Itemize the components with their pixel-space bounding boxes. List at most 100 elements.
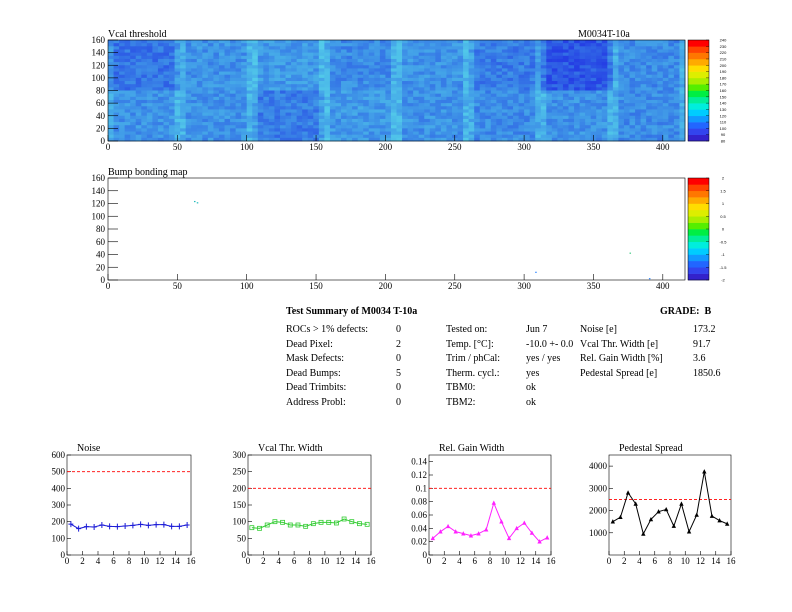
pixel-cell <box>246 99 253 104</box>
pixel-cell <box>141 46 148 50</box>
pixel-cell <box>607 43 614 47</box>
pixel-cell <box>385 55 392 60</box>
pixel-cell <box>357 137 364 142</box>
pixel-cell <box>374 40 381 44</box>
pixel-cell <box>346 58 353 63</box>
x-tick-label: 200 <box>379 281 393 291</box>
pixel-cell <box>185 46 192 50</box>
pixel-cell <box>285 106 292 110</box>
pixel-cell <box>440 46 447 50</box>
data-point <box>641 531 646 536</box>
summary-value: 91.7 <box>693 338 711 350</box>
pixel-cell <box>402 103 408 107</box>
pixel-cell <box>302 90 309 95</box>
pixel-cell <box>130 99 137 104</box>
pixel-cell <box>119 96 126 101</box>
x-tick-label: 0 <box>427 556 432 566</box>
pixel-cell <box>551 71 558 76</box>
pixel-cell <box>346 96 353 101</box>
pixel-cell <box>113 115 120 120</box>
pixel-cell <box>174 55 181 60</box>
pixel-cell <box>291 43 298 47</box>
pixel-cell <box>374 128 381 132</box>
x-tick-label: 150 <box>309 142 323 152</box>
pixel-cell <box>257 40 264 44</box>
pixel-cell <box>662 96 669 101</box>
pixel-cell <box>135 62 142 66</box>
pixel-cell <box>113 134 120 139</box>
pixel-cell <box>191 131 198 136</box>
pixel-cell <box>218 65 225 69</box>
pixel-cell <box>496 112 503 117</box>
pixel-cell <box>446 99 453 104</box>
pixel-cell <box>646 62 653 66</box>
pixel-cell <box>485 109 492 113</box>
pixel-cell <box>468 40 475 44</box>
pixel-cell <box>451 58 458 63</box>
x-tick-label: 4 <box>96 556 101 566</box>
pixel-cell <box>296 43 303 47</box>
pixel-cell <box>119 62 126 66</box>
pixel-cell <box>673 93 680 98</box>
pixel-cell <box>135 84 142 88</box>
pixel-cell <box>585 74 592 79</box>
pixel-cell <box>335 84 342 88</box>
grade: GRADE: B <box>660 306 711 317</box>
pixel-cell <box>451 90 458 95</box>
pixel-cell <box>241 84 248 88</box>
pixel-cell <box>135 96 142 101</box>
pixel-cell <box>363 125 370 129</box>
pixel-cell <box>673 106 680 110</box>
pixel-cell <box>185 122 192 126</box>
pixel-cell <box>141 115 148 120</box>
pixel-cell <box>152 118 159 123</box>
pixel-cell <box>629 96 636 101</box>
pixel-cell <box>463 58 470 63</box>
pixel-cell <box>385 93 392 98</box>
pixel-cell <box>279 115 286 120</box>
pixel-cell <box>235 77 242 82</box>
pixel-cell <box>241 112 248 117</box>
pixel-cell <box>230 112 237 117</box>
summary-row: Rel. Gain Width [%] 3.6 <box>580 352 721 367</box>
pixel-cell <box>485 43 492 47</box>
pixel-cell <box>551 62 558 66</box>
pixel-cell <box>191 112 198 117</box>
pixel-cell <box>518 68 525 72</box>
pixel-cell <box>291 58 298 63</box>
pixel-cell <box>252 109 259 113</box>
pixel-cell <box>368 128 375 132</box>
pixel-cell <box>163 112 170 117</box>
pixel-cell <box>379 96 386 101</box>
pixel-cell <box>274 93 281 98</box>
pixel-cell <box>579 71 586 76</box>
pixel-cell <box>396 112 403 117</box>
pixel-cell <box>352 87 359 91</box>
pixel-cell <box>418 49 425 54</box>
pixel-cell <box>579 93 586 98</box>
pixel-cell <box>668 87 675 91</box>
palette-swatch <box>688 40 709 47</box>
pixel-cell <box>424 55 431 60</box>
pixel-cell <box>673 52 680 57</box>
pixel-cell <box>629 137 636 142</box>
pixel-cell <box>490 87 497 91</box>
palette-swatch <box>688 229 709 236</box>
pixel-cell <box>368 118 375 123</box>
y-tick-label: 160 <box>92 35 106 45</box>
pixel-cell <box>374 68 381 72</box>
pixel-cell <box>252 74 259 79</box>
pixel-cell <box>108 55 114 60</box>
pixel-cell <box>113 84 120 88</box>
pixel-cell <box>390 58 397 63</box>
pixel-cell <box>108 118 114 123</box>
pixel-cell <box>329 90 336 95</box>
x-tick-label: 12 <box>336 556 345 566</box>
summary-row: TBM0: ok <box>446 381 573 396</box>
pixel-cell <box>135 112 142 117</box>
pixel-cell <box>185 68 192 72</box>
pixel-cell <box>513 118 519 123</box>
pixel-cell <box>635 115 642 120</box>
pixel-cell <box>235 71 242 76</box>
pixel-cell <box>585 109 592 113</box>
